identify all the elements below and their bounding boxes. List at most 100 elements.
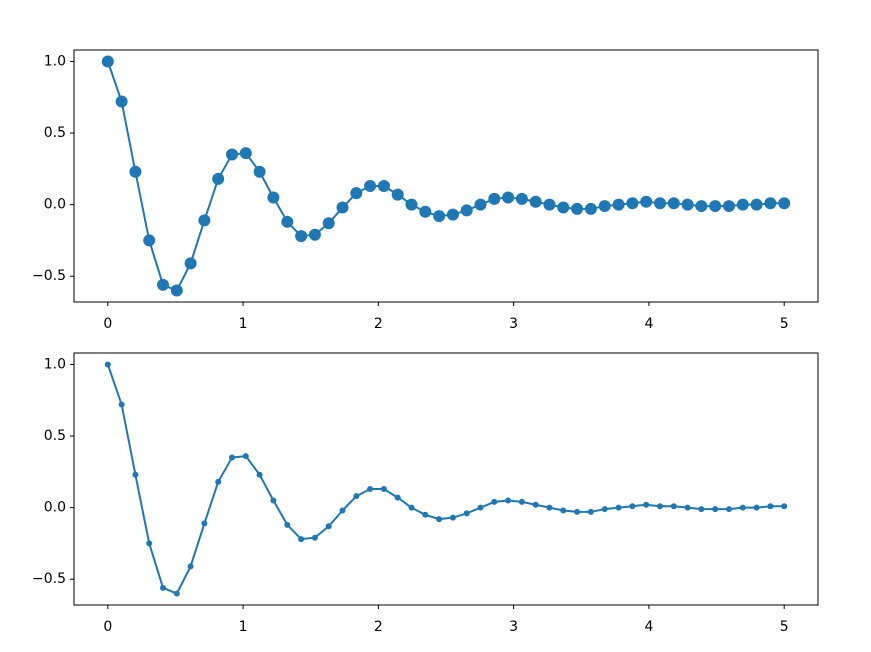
marker: [753, 504, 760, 511]
marker: [187, 563, 194, 570]
marker: [253, 165, 266, 178]
y-tick-label: 0.0: [44, 500, 66, 516]
marker: [391, 188, 404, 201]
marker: [643, 501, 650, 508]
marker: [681, 198, 694, 211]
marker: [488, 192, 501, 205]
marker: [198, 214, 211, 227]
x-tick-label: 3: [509, 619, 518, 635]
marker: [225, 148, 238, 161]
y-tick-label: 0.5: [44, 125, 66, 141]
marker: [129, 165, 142, 178]
marker: [767, 503, 774, 510]
marker: [436, 516, 443, 523]
marker: [684, 504, 691, 511]
y-tick-label: 1.0: [44, 356, 66, 372]
marker: [212, 172, 225, 185]
marker: [281, 215, 294, 228]
marker: [654, 197, 667, 210]
marker: [308, 228, 321, 241]
marker: [101, 55, 114, 68]
marker: [336, 201, 349, 214]
marker: [325, 523, 332, 530]
marker: [394, 494, 401, 501]
marker: [725, 506, 732, 513]
line: [106, 61, 785, 292]
marker: [601, 506, 608, 513]
marker: [712, 506, 719, 513]
marker: [157, 278, 170, 291]
marker: [529, 195, 542, 208]
marker: [640, 195, 653, 208]
marker: [560, 507, 567, 514]
marker: [377, 180, 390, 193]
marker: [298, 536, 305, 543]
marker: [518, 498, 525, 505]
line: [106, 364, 785, 595]
marker: [657, 503, 664, 510]
axes-frame: [73, 49, 819, 303]
marker: [364, 180, 377, 193]
marker: [242, 453, 249, 460]
y-tick-label: 0.5: [44, 428, 66, 444]
marker: [502, 191, 515, 204]
marker: [184, 257, 197, 270]
marker: [350, 187, 363, 200]
marker: [284, 521, 291, 528]
marker: [778, 197, 791, 210]
marker: [543, 198, 556, 211]
marker: [160, 584, 167, 591]
marker: [267, 191, 280, 204]
marker: [170, 284, 183, 297]
marker: [587, 508, 594, 515]
x-tick-label: 0: [103, 316, 112, 332]
x-tick-label: 0: [103, 619, 112, 635]
y-tick-label: 0.0: [44, 197, 66, 213]
marker: [505, 497, 512, 504]
marker: [709, 200, 722, 213]
marker: [629, 503, 636, 510]
marker: [571, 202, 584, 215]
marker: [557, 201, 570, 214]
x-tick-label: 2: [374, 619, 383, 635]
marker: [584, 202, 597, 215]
marker: [201, 520, 208, 527]
marker: [739, 504, 746, 511]
marker: [143, 234, 156, 247]
x-tick-label: 5: [780, 619, 789, 635]
marker: [215, 478, 222, 485]
marker: [422, 511, 429, 518]
marker: [118, 401, 125, 408]
y-tick-label: 1.0: [44, 53, 66, 69]
marker: [380, 486, 387, 493]
marker: [419, 205, 432, 218]
marker: [698, 506, 705, 513]
marker: [132, 471, 139, 478]
marker: [477, 504, 484, 511]
marker: [667, 197, 680, 210]
marker: [311, 534, 318, 541]
y-tick-label: −0.5: [32, 571, 66, 587]
marker: [546, 504, 553, 511]
marker: [574, 508, 581, 515]
marker: [598, 200, 611, 213]
marker: [532, 501, 539, 508]
marker: [764, 197, 777, 210]
marker: [612, 198, 625, 211]
marker: [491, 498, 498, 505]
marker: [736, 198, 749, 211]
x-tick-label: 3: [509, 316, 518, 332]
marker: [781, 503, 788, 510]
marker: [339, 507, 346, 514]
marker: [270, 497, 277, 504]
marker: [239, 147, 252, 160]
marker: [515, 192, 528, 205]
x-tick-label: 1: [239, 316, 248, 332]
marker: [615, 504, 622, 511]
marker: [670, 503, 677, 510]
marker: [474, 198, 487, 211]
marker: [104, 361, 111, 368]
marker: [433, 210, 446, 223]
